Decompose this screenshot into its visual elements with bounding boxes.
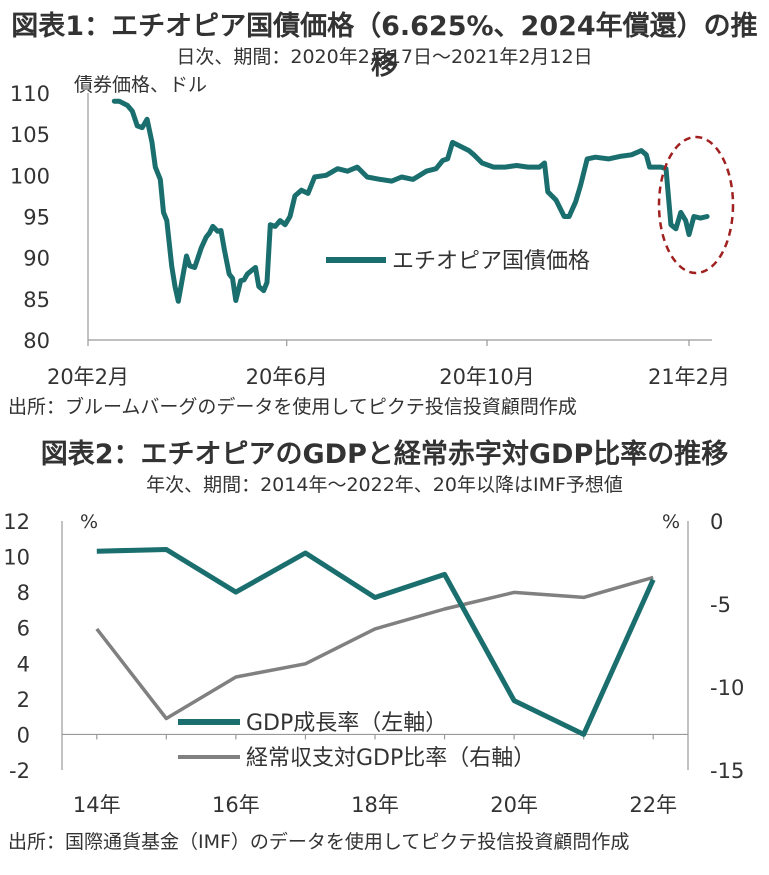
chart1-x-tick-label: 21年2月	[648, 365, 730, 389]
chart2-subtitle: 年次、期間：2014年～2022年、20年以降はIMF予想値	[146, 474, 623, 496]
chart2-x-tick-label: 22年	[629, 793, 677, 817]
chart2-left-tick-label: 2	[17, 688, 30, 712]
chart2-x-tick-label: 20年	[490, 793, 538, 817]
chart1-title: 図表1：エチオピア国債価格（6.625%、2024年償還）の推移	[11, 11, 758, 81]
chart1-y-axis-label: 債券価格、ドル	[74, 74, 207, 96]
chart1-y-tick-label: 95	[23, 206, 50, 230]
chart2-current-account-line	[95, 575, 654, 721]
chart1-y-tick-label: 110	[10, 82, 50, 106]
chart1-x-tick-label: 20年2月	[47, 365, 129, 389]
chart2-legend-gdp-label: GDP成長率（左軸）	[246, 711, 447, 736]
chart2-gdp-line	[96, 547, 656, 737]
chart1-y-tick-label: 100	[10, 164, 50, 188]
chart2-left-tick-label: 4	[17, 652, 30, 676]
chart1-y-tick-label: 90	[23, 247, 50, 271]
chart2-left-tick-label: 10	[3, 546, 30, 570]
chart2-left-tick-label: 0	[17, 723, 30, 747]
chart2-right-tick-label: -15	[710, 759, 744, 783]
chart2-x-tick-label: 18年	[351, 793, 399, 817]
chart2-right-tick-label: 0	[710, 510, 723, 534]
chart2-source: 出所：国際通貨基金（IMF）のデータを使用してピクテ投信投資顧問作成	[8, 831, 630, 853]
chart1-highlight-circle	[657, 135, 735, 275]
chart2-title: 図表2：エチオピアのGDPと経常赤字対GDP比率の推移	[40, 439, 729, 470]
chart2-right-unit: %	[662, 511, 680, 533]
chart1-x-tick-label: 20年10月	[439, 365, 534, 389]
chart2-legend-current-label: 経常収支対GDP比率（右軸）	[246, 746, 535, 771]
chart1-source: 出所：ブルームバーグのデータを使用してピクテ投信投資顧問作成	[8, 396, 577, 418]
chart2-left-tick-label: 6	[17, 617, 30, 641]
chart1-y-tick-label: 85	[23, 288, 50, 312]
chart2-left-unit: %	[80, 511, 98, 533]
chart2-left-tick-label: -2	[9, 759, 30, 783]
chart1-y-tick-label: 105	[10, 123, 50, 147]
chart2-right-tick-label: -5	[710, 593, 731, 617]
chart2-x-tick-label: 14年	[73, 793, 121, 817]
chart2-right-tick-label: -10	[710, 676, 744, 700]
chart1-y-tick-label: 80	[23, 329, 50, 353]
chart1-legend-label: エチオピア国債価格	[392, 249, 590, 274]
chart1-subtitle: 日次、期間：2020年2月17日～2021年2月12日	[176, 46, 593, 68]
chart2-x-tick-label: 16年	[212, 793, 260, 817]
chart2-left-tick-label: 12	[3, 510, 30, 534]
chart1-x-tick-label: 20年6月	[246, 365, 328, 389]
chart2-left-tick-label: 8	[17, 581, 30, 605]
chart1-series-line	[111, 98, 710, 304]
